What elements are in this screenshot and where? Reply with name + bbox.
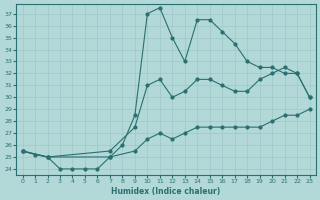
X-axis label: Humidex (Indice chaleur): Humidex (Indice chaleur) [111, 187, 221, 196]
